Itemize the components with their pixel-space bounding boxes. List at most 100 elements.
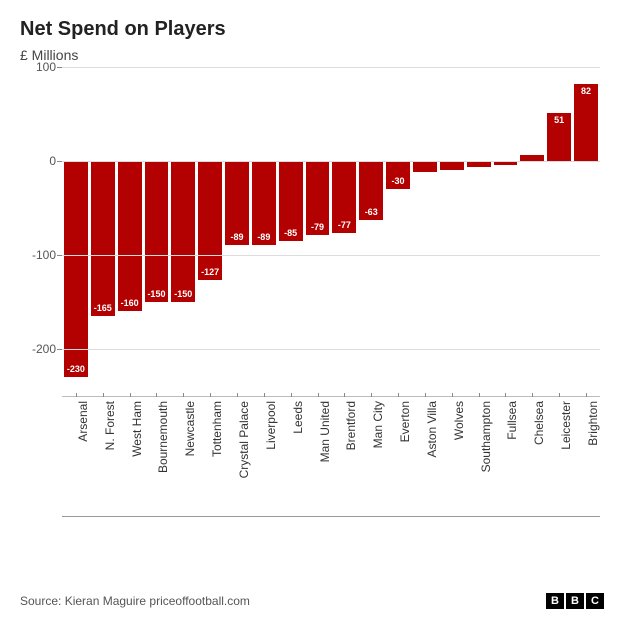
bar-slot: -165 (91, 67, 115, 396)
x-tick (586, 393, 587, 397)
x-tick (76, 393, 77, 397)
bar-slot (520, 67, 544, 396)
y-tick (57, 349, 62, 350)
bar (413, 161, 437, 172)
bar-slot: -150 (171, 67, 195, 396)
bar-slot: 51 (547, 67, 571, 396)
bar-slot: -89 (252, 67, 276, 396)
logo-letter: C (586, 593, 604, 609)
x-label-slot: Wolves (440, 397, 464, 516)
x-tick (103, 393, 104, 397)
x-axis-label: Leicester (559, 401, 573, 450)
bar-slot (413, 67, 437, 396)
bar: -150 (171, 161, 195, 302)
x-axis-label: Arsenal (76, 401, 90, 442)
bar: -165 (91, 161, 115, 316)
chart-title: Net Spend on Players (20, 18, 604, 41)
bar: -150 (145, 161, 169, 302)
x-tick (559, 393, 560, 397)
x-axis-label: Fullsea (505, 401, 519, 440)
y-axis-label: 100 (20, 60, 56, 74)
bar: -127 (198, 161, 222, 280)
bar-slot: -63 (359, 67, 383, 396)
x-axis-label: Brighton (586, 401, 600, 446)
x-axis-label: N. Forest (103, 401, 117, 450)
bar-value-label: 82 (574, 87, 598, 96)
x-tick (479, 393, 480, 397)
x-label-slot: Chelsea (520, 397, 544, 516)
x-label-slot: Tottenham (198, 397, 222, 516)
gridline (62, 67, 600, 68)
bar-slot: -89 (225, 67, 249, 396)
bbc-logo: B B C (546, 593, 604, 609)
bar: 82 (574, 84, 598, 161)
x-label-slot: Leeds (279, 397, 303, 516)
y-tick (57, 161, 62, 162)
bar (440, 161, 464, 170)
x-tick (452, 393, 453, 397)
bar: -85 (279, 161, 303, 241)
bar-value-label: -89 (252, 233, 276, 242)
bar: -89 (225, 161, 249, 245)
bar-slot: -127 (198, 67, 222, 396)
x-label-slot: Southampton (467, 397, 491, 516)
bar-slot (467, 67, 491, 396)
x-tick (505, 393, 506, 397)
bar-value-label: -165 (91, 304, 115, 313)
footer: Source: Kieran Maguire priceoffootball.c… (20, 593, 604, 609)
bar-slot (494, 67, 518, 396)
bar-value-label: -63 (359, 208, 383, 217)
x-axis-label: Tottenham (210, 401, 224, 457)
bar: -89 (252, 161, 276, 245)
x-tick (291, 393, 292, 397)
x-axis-label: Man United (318, 401, 332, 462)
x-tick (183, 393, 184, 397)
x-label-slot: Aston Villa (413, 397, 437, 516)
y-axis-label: -100 (20, 248, 56, 262)
x-label-slot: Brentford (332, 397, 356, 516)
x-tick (532, 393, 533, 397)
y-tick (57, 67, 62, 68)
x-axis-label: Crystal Palace (237, 401, 251, 478)
x-label-slot: Bournemouth (145, 397, 169, 516)
x-label-slot: N. Forest (91, 397, 115, 516)
x-axis-label: Liverpool (264, 401, 278, 450)
x-axis-label: Leeds (291, 401, 305, 434)
x-label-slot: Crystal Palace (225, 397, 249, 516)
bar: -230 (64, 161, 88, 377)
bar-slot: -150 (145, 67, 169, 396)
x-label-slot: Newcastle (171, 397, 195, 516)
bar-value-label: 51 (547, 116, 571, 125)
bar-value-label: -160 (118, 299, 142, 308)
x-tick (237, 393, 238, 397)
bar-slot: -160 (118, 67, 142, 396)
x-axis-label: Brentford (344, 401, 358, 450)
bar: 51 (547, 113, 571, 161)
bar-value-label: -230 (64, 365, 88, 374)
y-axis-label: 0 (20, 154, 56, 168)
x-tick (398, 393, 399, 397)
x-label-slot: West Ham (118, 397, 142, 516)
bar-value-label: -150 (171, 290, 195, 299)
bar-slot: -79 (306, 67, 330, 396)
x-axis-label: Wolves (452, 401, 466, 440)
bar-value-label: -77 (332, 221, 356, 230)
bar-value-label: -150 (145, 290, 169, 299)
x-label-slot: Liverpool (252, 397, 276, 516)
x-tick (130, 393, 131, 397)
bar-slot: -30 (386, 67, 410, 396)
chart-container: -230-165-160-150-150-127-89-89-85-79-77-… (20, 67, 604, 583)
bar-value-label: -85 (279, 229, 303, 238)
bar-slot: -85 (279, 67, 303, 396)
x-axis-labels: Arsenal N. ForestWest HamBournemouthNewca… (62, 397, 600, 517)
gridline (62, 161, 600, 162)
bar: -77 (332, 161, 356, 233)
x-axis-label: Everton (398, 401, 412, 442)
x-axis-label: Southampton (479, 401, 493, 472)
x-tick (156, 393, 157, 397)
x-tick (425, 393, 426, 397)
x-label-slot: Leicester (547, 397, 571, 516)
bar-slot: 82 (574, 67, 598, 396)
source-text: Source: Kieran Maguire priceoffootball.c… (20, 594, 250, 608)
gridline (62, 349, 600, 350)
